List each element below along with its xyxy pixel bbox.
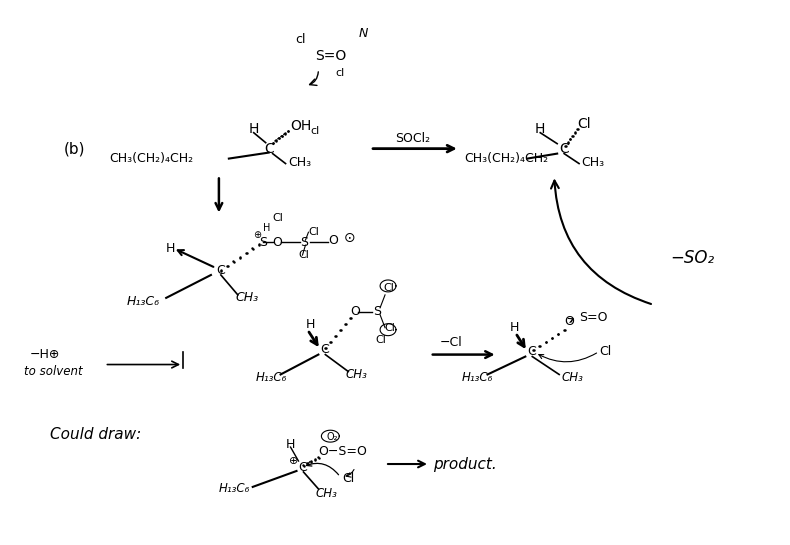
Text: cl: cl: [310, 126, 320, 136]
Text: Cl: Cl: [384, 323, 395, 332]
Text: Cl: Cl: [342, 473, 355, 486]
Text: Cl: Cl: [577, 117, 591, 131]
Text: O−S=O: O−S=O: [318, 445, 367, 458]
Text: SOCl₂: SOCl₂: [395, 132, 430, 145]
Text: S: S: [373, 305, 381, 318]
Text: Cl: Cl: [299, 250, 310, 260]
Text: H: H: [263, 223, 270, 233]
Text: CH₃: CH₃: [315, 487, 337, 500]
Text: S=O: S=O: [579, 311, 608, 324]
Text: CH₃(CH₂)₄CH₂: CH₃(CH₂)₄CH₂: [110, 152, 194, 165]
Text: Cl: Cl: [375, 335, 386, 344]
Text: C: C: [264, 142, 273, 156]
Text: product.: product.: [433, 457, 497, 471]
Text: O: O: [564, 315, 574, 328]
Text: H₁₃C₆: H₁₃C₆: [219, 482, 250, 495]
Text: CH₃: CH₃: [288, 156, 312, 169]
Text: H₁₃C₆: H₁₃C₆: [256, 371, 287, 384]
Text: S: S: [300, 235, 308, 249]
Text: CH₃: CH₃: [561, 371, 583, 384]
Text: H: H: [166, 241, 175, 255]
Text: S: S: [258, 235, 267, 249]
Text: −SO₂: −SO₂: [671, 249, 715, 267]
Text: CH₃(CH₂)₄CH₂: CH₃(CH₂)₄CH₂: [465, 152, 549, 165]
Text: ⊕: ⊕: [253, 230, 261, 240]
Text: C: C: [216, 264, 224, 276]
Text: Cl: Cl: [599, 345, 611, 358]
Text: ⊙: ⊙: [344, 231, 355, 245]
Text: O₂: O₂: [326, 432, 338, 442]
Text: N: N: [358, 27, 367, 40]
Text: H: H: [534, 122, 544, 136]
Text: −H⊕: −H⊕: [30, 348, 60, 361]
Text: H: H: [285, 438, 295, 451]
Text: H₁₃C₆: H₁₃C₆: [126, 295, 160, 308]
Text: Could draw:: Could draw:: [50, 427, 141, 441]
Text: O: O: [273, 235, 283, 249]
Text: Cl: Cl: [383, 283, 394, 293]
Text: H: H: [510, 321, 519, 334]
Text: CH₃: CH₃: [581, 156, 604, 169]
Text: C: C: [527, 345, 536, 358]
Text: to solvent: to solvent: [24, 365, 82, 378]
Text: Cl: Cl: [308, 227, 319, 237]
Text: C: C: [559, 142, 569, 156]
Text: H₁₃C₆: H₁₃C₆: [461, 371, 493, 384]
Text: O: O: [329, 234, 338, 247]
Text: cl: cl: [295, 33, 306, 46]
Text: C: C: [299, 461, 307, 474]
Text: O: O: [350, 305, 360, 318]
Text: CH₃: CH₃: [345, 368, 367, 381]
Text: ⊕: ⊕: [288, 456, 298, 466]
Text: −Cl: −Cl: [440, 336, 462, 349]
Text: H: H: [306, 318, 315, 331]
Text: CH₃: CH₃: [236, 292, 259, 304]
Text: C: C: [321, 343, 329, 356]
Text: cl: cl: [335, 68, 344, 78]
Text: (b): (b): [64, 141, 85, 156]
Text: OH: OH: [291, 119, 312, 133]
Text: Cl: Cl: [273, 213, 284, 223]
Text: S=O: S=O: [315, 49, 347, 63]
Text: H: H: [249, 122, 259, 136]
